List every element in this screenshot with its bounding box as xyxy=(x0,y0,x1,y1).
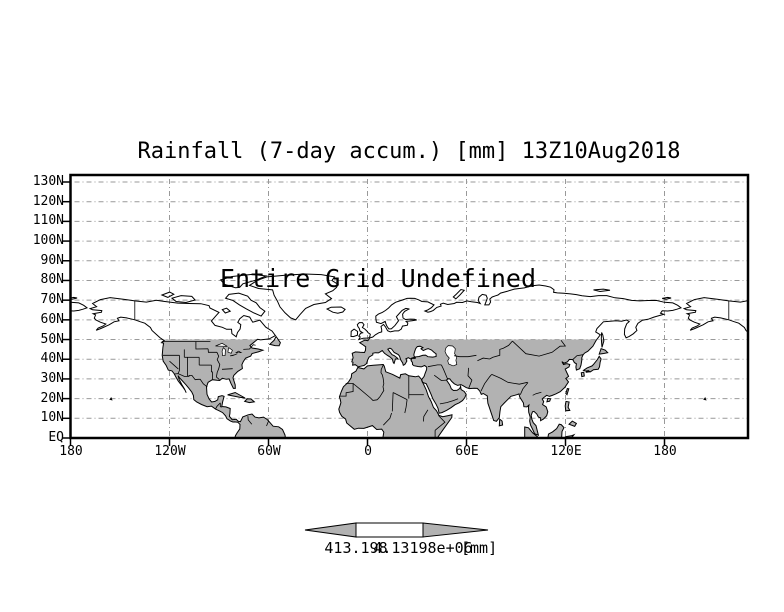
lat-tick-label: 130N xyxy=(32,174,64,189)
lon-tick-label: 180 xyxy=(59,444,83,459)
lat-tick-label: 30N xyxy=(40,371,64,386)
lat-tick-label: 40N xyxy=(40,351,64,366)
colorbar-right-arrow xyxy=(422,522,489,538)
lat-tick-label: 90N xyxy=(40,253,64,268)
lat-tick-label: 100N xyxy=(32,233,64,248)
plot-frame xyxy=(69,173,750,440)
lat-tick-label: 70N xyxy=(40,292,64,307)
colorbar-max-label: 4.13198e+06 xyxy=(373,539,473,557)
lat-tick-label: 20N xyxy=(40,391,64,406)
colorbar-min-label: 413.198 xyxy=(324,539,388,557)
lon-tick-label: 60E xyxy=(455,444,479,459)
lon-tick-label: 120E xyxy=(550,444,582,459)
grid-undefined-annotation: Entire Grid Undefined xyxy=(219,264,537,293)
lon-tick-label: 60W xyxy=(257,444,281,459)
lat-tick-label: EQ xyxy=(48,430,64,445)
colorbar-body xyxy=(355,522,424,538)
plot-interior xyxy=(70,175,748,438)
colorbar-left-arrow xyxy=(304,522,357,538)
lon-tick-label: 0 xyxy=(364,444,372,459)
lat-tick-label: 110N xyxy=(32,213,64,228)
colorbar-units-label: [mm] xyxy=(461,539,498,557)
lat-tick-label: 60N xyxy=(40,312,64,327)
lon-tick-label: 120W xyxy=(154,444,186,459)
lon-tick-label: 180 xyxy=(653,444,677,459)
axis-ticks xyxy=(62,181,666,446)
plot-title: Rainfall (7-day accum.) [mm] 13Z10Aug201… xyxy=(137,139,681,164)
colorbar xyxy=(304,522,489,538)
lat-tick-label: 10N xyxy=(40,410,64,425)
lat-tick-label: 120N xyxy=(32,194,64,209)
lat-tick-label: 80N xyxy=(40,272,64,287)
lat-tick-label: 50N xyxy=(40,332,64,347)
